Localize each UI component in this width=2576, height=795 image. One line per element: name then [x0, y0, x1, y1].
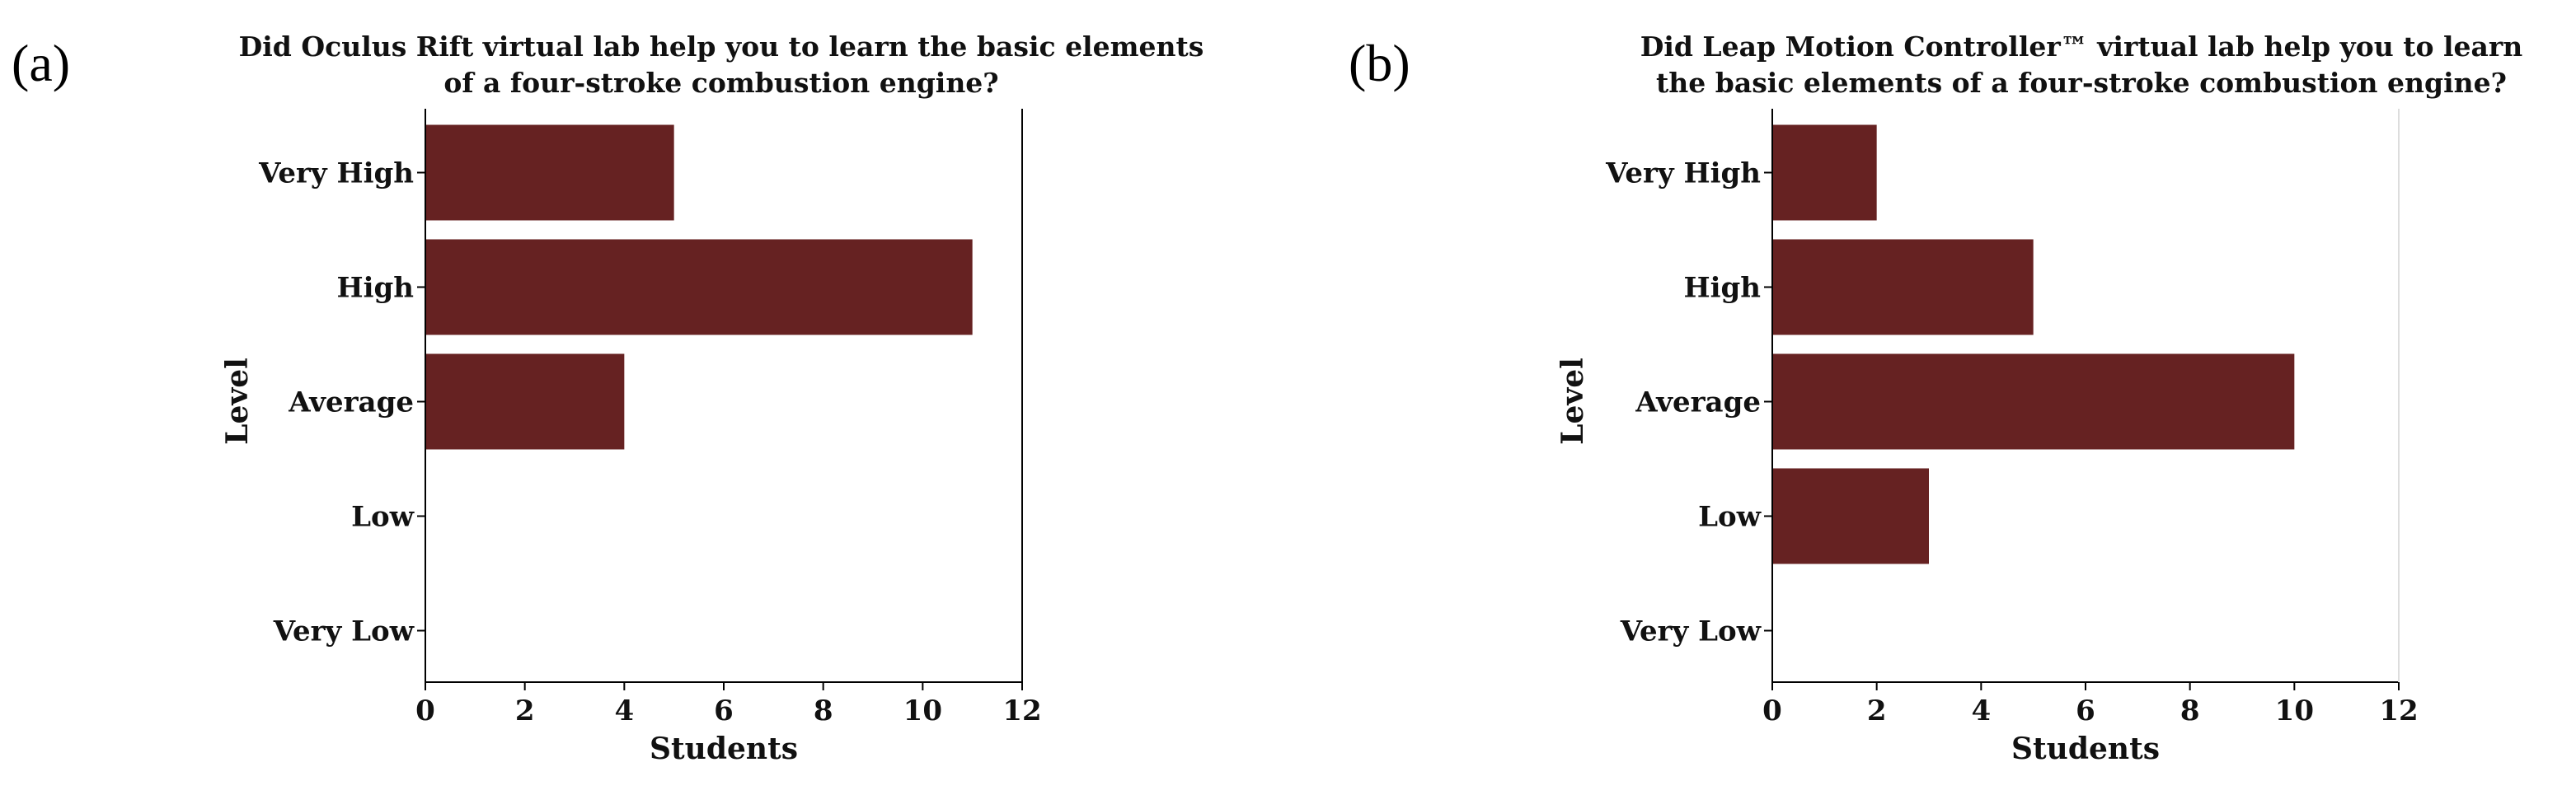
x-axis-label-b: Students — [2011, 732, 2160, 766]
y-tick-label-a: High — [336, 272, 414, 305]
x-tick-label-a: 2 — [515, 694, 535, 727]
bar-b-high — [1772, 239, 2034, 335]
chart-title-a-line-1: Did Oculus Rift virtual lab help you to … — [239, 30, 1204, 63]
y-tick-label-a: Very Low — [273, 615, 415, 648]
chart-title-b-line-2: the basic elements of a four-stroke comb… — [1656, 67, 2507, 99]
y-tick-label-b: High — [1683, 272, 1761, 305]
bar-a-average — [425, 353, 625, 450]
chart-title-a-line-2: of a four-stroke combustion engine? — [443, 67, 998, 99]
chart-title-b-line-1: Did Leap Motion Controller™ virtual lab … — [1640, 30, 2523, 63]
x-tick-label-b: 2 — [1867, 694, 1887, 727]
x-tick-label-a: 10 — [903, 694, 942, 727]
x-tick-label-a: 0 — [415, 694, 435, 727]
x-tick-label-a: 8 — [814, 694, 833, 727]
ticks-b: Very High High Average Low Very Low 0 2 4 6 8 10 12 — [1605, 157, 2419, 728]
ticks-a: Very High High Average Low Very Low 0 2 4 6 8 10 12 — [258, 157, 1042, 728]
y-tick-label-a: Low — [351, 501, 415, 534]
bars-a — [425, 124, 973, 450]
x-tick-label-b: 8 — [2180, 694, 2200, 727]
bar-b-low — [1772, 468, 1929, 564]
x-tick-label-b: 12 — [2379, 694, 2418, 727]
panel-label-a: (a) — [12, 34, 70, 92]
y-axis-label-a: Level — [220, 358, 255, 445]
y-tick-label-a: Average — [288, 386, 414, 419]
bar-a-high — [425, 239, 973, 335]
x-tick-label-b: 4 — [1971, 694, 1991, 727]
x-tick-label-b: 0 — [1762, 694, 1782, 727]
x-tick-label-a: 12 — [1002, 694, 1041, 727]
x-tick-label-b: 6 — [2076, 694, 2095, 727]
y-tick-label-b: Very Low — [1620, 615, 1762, 648]
bar-b-very-high — [1772, 124, 1877, 221]
x-tick-label-b: 10 — [2275, 694, 2314, 727]
bars-b — [1772, 124, 2295, 564]
x-tick-label-a: 4 — [614, 694, 634, 727]
panel-label-b: (b) — [1349, 34, 1410, 92]
bar-b-average — [1772, 353, 2295, 450]
bar-a-very-high — [425, 124, 674, 221]
y-tick-label-b: Average — [1635, 386, 1761, 419]
y-tick-label-b: Very High — [1605, 157, 1761, 190]
y-axis-label-b: Level — [1555, 358, 1590, 445]
panel-b: (b) Did Leap Motion Controller™ virtual … — [1349, 30, 2522, 766]
y-tick-label-a: Very High — [258, 157, 414, 190]
x-tick-label-a: 6 — [714, 694, 734, 727]
panel-a: (a) Did Oculus Rift virtual lab help you… — [12, 30, 1204, 766]
x-axis-label-a: Students — [650, 732, 798, 766]
y-tick-label-b: Low — [1698, 501, 1762, 534]
